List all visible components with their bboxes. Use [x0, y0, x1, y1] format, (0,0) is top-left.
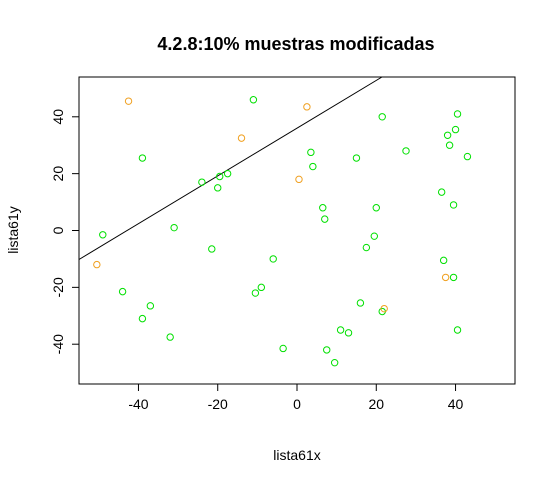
y-tick-label: 0 — [50, 226, 66, 234]
data-point — [147, 303, 153, 309]
data-point — [322, 216, 328, 222]
modified-point — [304, 104, 310, 110]
plot-frame — [79, 77, 515, 384]
data-point — [199, 179, 205, 185]
x-tick-label: 20 — [368, 396, 384, 412]
data-point — [270, 256, 276, 262]
data-point — [438, 189, 444, 195]
data-point — [454, 327, 460, 333]
data-point — [440, 257, 446, 263]
x-tick-label: 0 — [293, 396, 301, 412]
data-point — [280, 345, 286, 351]
data-point — [446, 142, 452, 148]
data-point — [464, 153, 470, 159]
data-point — [363, 244, 369, 250]
y-tick-label: 20 — [50, 166, 66, 182]
data-point — [379, 114, 385, 120]
data-point — [252, 290, 258, 296]
modified-point — [442, 274, 448, 280]
regression-line-path — [79, 77, 382, 259]
data-point — [444, 132, 450, 138]
data-point — [250, 97, 256, 103]
data-point — [357, 300, 363, 306]
modified-point — [94, 261, 100, 267]
data-point — [167, 334, 173, 340]
x-axis-label: lista61x — [273, 447, 320, 463]
y-tick-label: -40 — [50, 334, 66, 354]
data-point — [258, 284, 264, 290]
data-point — [353, 155, 359, 161]
x-tick-label: -40 — [128, 396, 148, 412]
x-tick-label: 40 — [448, 396, 464, 412]
data-point — [450, 274, 456, 280]
data-point — [345, 330, 351, 336]
data-point — [454, 111, 460, 117]
data-point — [100, 232, 106, 238]
data-point — [331, 359, 337, 365]
data-point — [373, 205, 379, 211]
y-tick-label: 40 — [50, 109, 66, 125]
y-tick-label: -20 — [50, 277, 66, 297]
modified-point — [125, 98, 131, 104]
x-tick-label: -20 — [208, 396, 228, 412]
data-point — [371, 233, 377, 239]
y-axis-label: lista61y — [5, 206, 21, 253]
modified-point — [296, 176, 302, 182]
data-point — [139, 155, 145, 161]
data-point — [308, 149, 314, 155]
data-point — [139, 315, 145, 321]
data-point — [224, 170, 230, 176]
data-point — [452, 126, 458, 132]
data-point — [324, 347, 330, 353]
axes: -40 -20 0 20 40 -40 -20 0 20 40 — [50, 109, 464, 412]
data-point — [403, 148, 409, 154]
data-point — [215, 185, 221, 191]
data-point — [171, 224, 177, 230]
data-point — [209, 246, 215, 252]
data-point — [320, 205, 326, 211]
chart-title: 4.2.8:10% muestras modificadas — [157, 34, 434, 54]
regression-line — [79, 77, 382, 259]
data-point — [337, 327, 343, 333]
data-point — [450, 202, 456, 208]
data-point — [310, 163, 316, 169]
data-point — [119, 288, 125, 294]
modified-point — [238, 135, 244, 141]
